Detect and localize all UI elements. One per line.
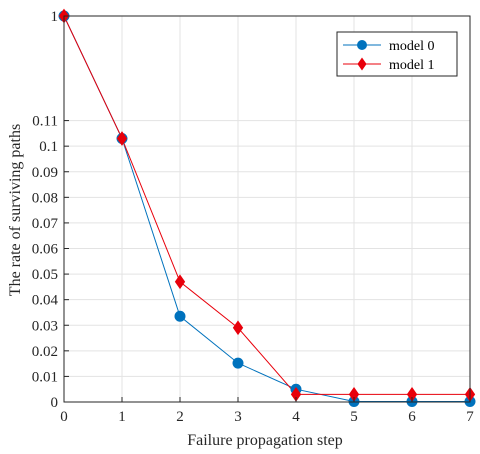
- x-tick-label: 3: [234, 409, 242, 425]
- x-tick-label: 7: [466, 409, 474, 425]
- x-tick-label: 0: [60, 409, 68, 425]
- x-axis-title: Failure propagation step: [187, 432, 343, 449]
- series-lines: [63, 15, 470, 402]
- y-tick-label: 0.07: [32, 216, 59, 232]
- legend-box: [336, 31, 458, 77]
- y-tick-label: 0.04: [32, 293, 59, 309]
- y-tick-label: 0: [51, 395, 59, 411]
- y-tick-label: 0.03: [32, 318, 58, 334]
- data-point-model-1: [232, 320, 244, 336]
- y-tick-label: 0.06: [32, 242, 59, 258]
- y-tick-label: 0.02: [32, 344, 58, 360]
- data-point-model-1: [174, 274, 186, 290]
- x-tick-label: 4: [292, 409, 300, 425]
- y-tick-label: 0.09: [32, 165, 58, 181]
- y-tick-label: 0.08: [32, 190, 58, 206]
- x-tick-label: 2: [176, 409, 184, 425]
- legend-label: model 0: [389, 39, 435, 54]
- x-axis-ticks: 0 1 2 3 4 5 6 7: [60, 409, 474, 425]
- legend-label: model 1: [389, 58, 435, 73]
- y-tick-label: 0.1: [39, 139, 58, 155]
- legend-marker: [357, 57, 367, 71]
- y-tick-label: 0.01: [32, 369, 58, 385]
- y-tick-label: 0.05: [32, 267, 58, 283]
- x-tick-label: 5: [350, 409, 358, 425]
- y-axis-title: The rate of surviving paths: [7, 124, 24, 296]
- series-line-model-1: [63, 15, 470, 395]
- legend: model 0 model 1: [336, 31, 458, 77]
- plot-border: [63, 15, 471, 403]
- y-tick-label: 0.11: [32, 114, 58, 130]
- data-point-model-0: [232, 357, 244, 369]
- plot-area: [64, 16, 470, 402]
- data-point-model-0: [174, 310, 186, 322]
- x-tick-label: 1: [118, 409, 126, 425]
- y-axis-ticks: 0 0.01 0.02 0.03 0.04 0.05 0.06 0.07 0.08 0.09 0.1…: [32, 9, 59, 411]
- legend-marker: [357, 40, 367, 50]
- axes-frame: [63, 15, 471, 403]
- x-tick-label: 6: [408, 409, 416, 425]
- y-tick-label: 1: [51, 9, 59, 25]
- data-point-model-1: [116, 131, 128, 146]
- series-line-model-0: [63, 15, 470, 402]
